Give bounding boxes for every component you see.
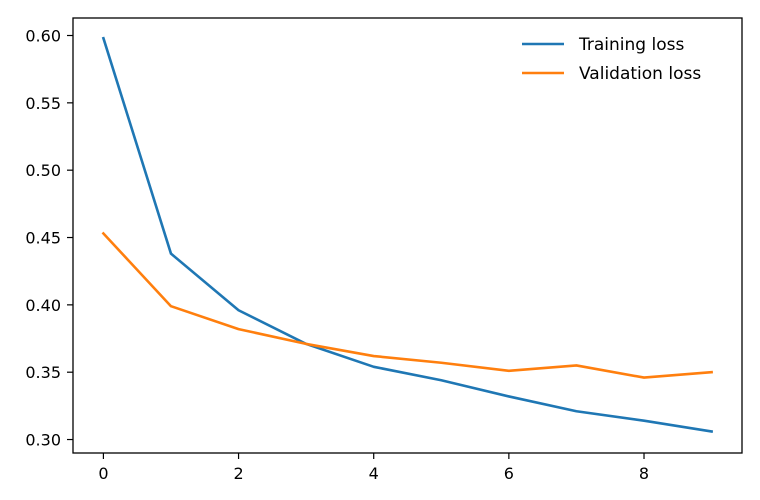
y-tick-label-2: 0.40 <box>25 296 61 315</box>
legend: Training loss Validation loss <box>522 35 701 84</box>
y-tick-label-0: 0.30 <box>25 431 61 450</box>
y-axis-ticks: 0.30 0.35 0.40 0.45 0.50 0.55 0.60 <box>25 27 73 450</box>
series-line-0 <box>101 36 714 433</box>
series-layer <box>101 36 714 433</box>
y-tick-label-1: 0.35 <box>25 363 61 382</box>
x-tick-label-1: 2 <box>233 464 243 483</box>
x-tick-label-4: 8 <box>639 464 649 483</box>
y-tick-label-3: 0.45 <box>25 229 61 248</box>
x-tick-label-3: 6 <box>504 464 514 483</box>
legend-label-0: Training loss <box>578 35 684 55</box>
x-axis-ticks: 0 2 4 6 8 <box>98 453 649 483</box>
y-tick-label-6: 0.60 <box>25 27 61 46</box>
plot-frame <box>72 17 743 454</box>
y-tick-label-5: 0.55 <box>25 94 61 113</box>
x-tick-label-0: 0 <box>98 464 108 483</box>
y-tick-label-4: 0.50 <box>25 161 61 180</box>
x-tick-label-2: 4 <box>369 464 379 483</box>
legend-label-1: Validation loss <box>579 64 701 84</box>
series-line-1 <box>101 231 713 379</box>
